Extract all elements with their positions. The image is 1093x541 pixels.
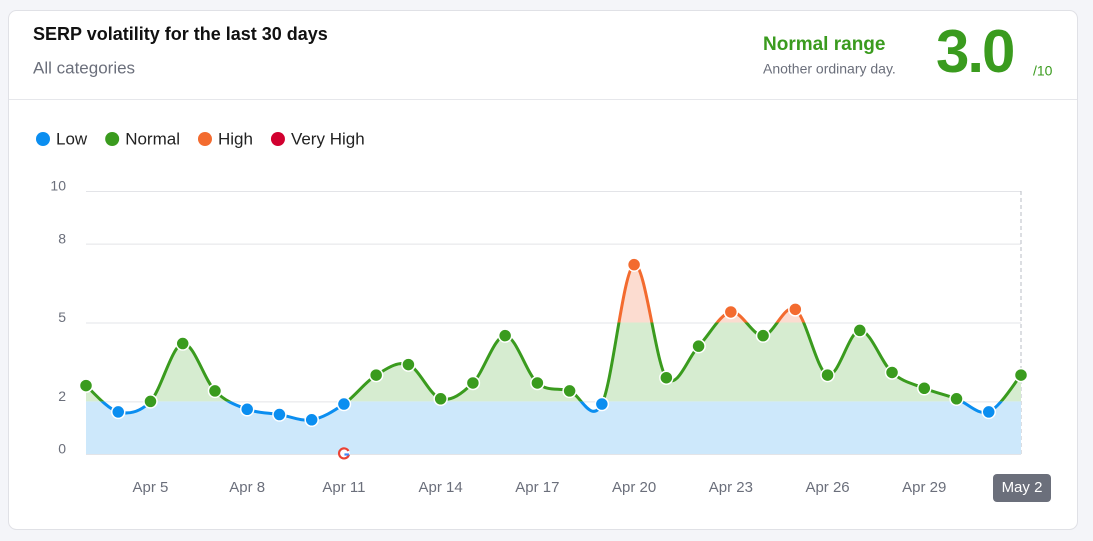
status: Normal range [763,34,885,55]
x-tick-label: Apr 14 [419,479,463,496]
legend-label: Normal [125,129,180,148]
x-tick-label: Apr 11 [322,479,365,496]
point [852,323,868,338]
x-tick-label: Apr 5 [133,479,169,496]
point [530,375,545,391]
point [304,412,319,428]
point [175,336,190,351]
y-tick-label: 10 [50,178,66,194]
point [433,391,448,407]
legend-dot [105,132,120,146]
legend-label: High [218,129,253,148]
point [659,370,674,385]
date-badge [993,474,1051,502]
point [239,402,255,417]
point [917,381,932,396]
point [465,375,481,391]
area [86,401,1021,454]
score: 3.0 [936,18,1013,85]
point [78,378,94,393]
point [368,367,384,383]
point [207,383,223,399]
point [788,302,803,317]
point [497,328,513,343]
legend-dot [270,132,285,146]
point [691,338,706,354]
x-tick-label: Apr 8 [229,479,265,496]
y-tick-label: 0 [58,441,66,457]
point [562,383,577,399]
point [820,367,835,383]
y-tick-label: 8 [58,230,66,246]
x-tick-label: Apr 29 [902,479,946,496]
subtitle: All categories [33,58,135,77]
legend-dot [36,132,50,146]
point [723,304,739,320]
score-max: /10 [1033,63,1053,79]
area [86,322,1021,402]
status-note: Another ordinary day. [763,61,896,77]
point [1013,367,1029,383]
point [272,407,287,422]
legend-dot [197,132,212,146]
point [884,365,900,380]
google-icon [337,447,351,460]
x-tick-label: Apr 23 [709,479,753,496]
point [755,328,771,343]
x-tick-label: Apr 17 [515,479,559,496]
point [143,394,158,409]
point [594,396,610,412]
point [401,357,416,372]
legend-label: Very High [291,129,365,148]
point [336,396,352,412]
x-tick-label: Apr 26 [805,479,849,496]
point [110,404,126,420]
point [626,257,642,272]
title: SERP volatility for the last 30 days [33,24,328,44]
y-tick-label: 5 [58,309,66,325]
y-tick-label: 2 [58,388,66,404]
point [949,391,964,407]
x-tick-label: Apr 20 [612,479,656,496]
point [981,404,997,420]
legend-label: Low [56,129,88,148]
x-tick-label: May 2 [1002,479,1043,496]
